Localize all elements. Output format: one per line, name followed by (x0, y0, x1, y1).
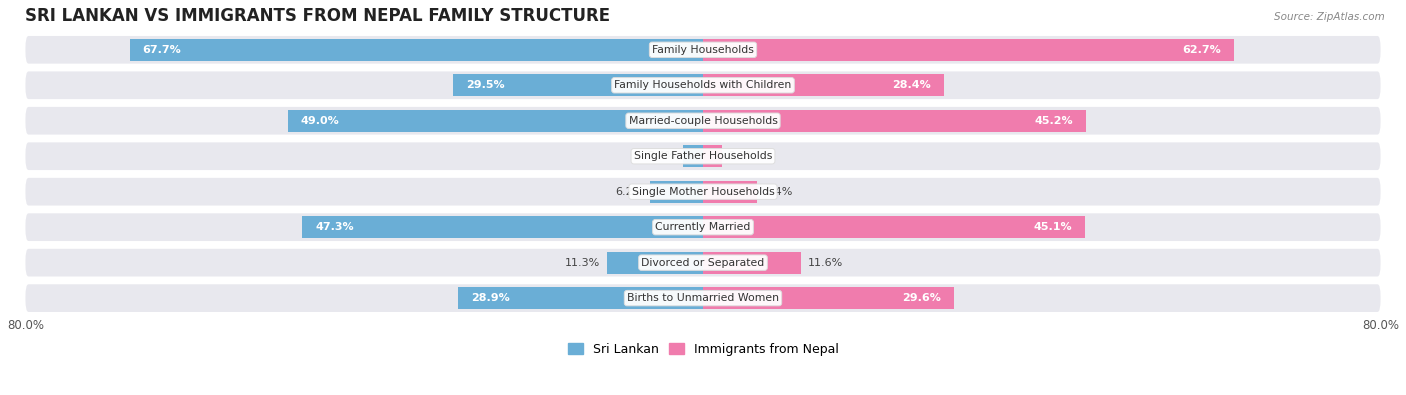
Text: 2.2%: 2.2% (728, 151, 756, 161)
Bar (458, 287, 703, 309)
Bar (703, 252, 801, 274)
Text: Family Households: Family Households (652, 45, 754, 55)
Bar (703, 110, 1085, 132)
Text: 67.7%: 67.7% (142, 45, 181, 55)
Bar (607, 252, 703, 274)
FancyBboxPatch shape (25, 71, 1381, 99)
Bar (453, 74, 703, 96)
Text: 28.4%: 28.4% (891, 80, 931, 90)
Text: 11.6%: 11.6% (808, 258, 844, 268)
Bar (683, 145, 703, 167)
FancyBboxPatch shape (25, 249, 1381, 276)
Text: 62.7%: 62.7% (1182, 45, 1222, 55)
Text: 6.4%: 6.4% (763, 187, 793, 197)
Text: 6.2%: 6.2% (616, 187, 644, 197)
Text: Source: ZipAtlas.com: Source: ZipAtlas.com (1274, 12, 1385, 22)
Text: Single Mother Households: Single Mother Households (631, 187, 775, 197)
Bar (703, 181, 758, 203)
Text: Single Father Households: Single Father Households (634, 151, 772, 161)
Text: 29.6%: 29.6% (903, 293, 941, 303)
FancyBboxPatch shape (25, 178, 1381, 205)
Text: Married-couple Households: Married-couple Households (628, 116, 778, 126)
Text: SRI LANKAN VS IMMIGRANTS FROM NEPAL FAMILY STRUCTURE: SRI LANKAN VS IMMIGRANTS FROM NEPAL FAMI… (25, 7, 610, 25)
Bar (302, 216, 703, 238)
Bar (703, 145, 721, 167)
Text: 11.3%: 11.3% (565, 258, 600, 268)
Text: 45.2%: 45.2% (1035, 116, 1073, 126)
FancyBboxPatch shape (25, 213, 1381, 241)
Bar (703, 287, 953, 309)
Text: 47.3%: 47.3% (315, 222, 354, 232)
FancyBboxPatch shape (25, 36, 1381, 64)
Text: Family Households with Children: Family Households with Children (614, 80, 792, 90)
Text: 2.4%: 2.4% (647, 151, 676, 161)
Bar (703, 216, 1085, 238)
FancyBboxPatch shape (25, 142, 1381, 170)
Bar (129, 39, 703, 61)
Legend: Sri Lankan, Immigrants from Nepal: Sri Lankan, Immigrants from Nepal (562, 338, 844, 361)
Text: 45.1%: 45.1% (1033, 222, 1073, 232)
FancyBboxPatch shape (25, 284, 1381, 312)
Bar (651, 181, 703, 203)
Bar (703, 74, 943, 96)
Bar (288, 110, 703, 132)
Text: Currently Married: Currently Married (655, 222, 751, 232)
FancyBboxPatch shape (25, 107, 1381, 135)
Text: 28.9%: 28.9% (471, 293, 510, 303)
Text: 29.5%: 29.5% (465, 80, 505, 90)
Text: Births to Unmarried Women: Births to Unmarried Women (627, 293, 779, 303)
Bar (703, 39, 1234, 61)
Text: Divorced or Separated: Divorced or Separated (641, 258, 765, 268)
Text: 49.0%: 49.0% (301, 116, 339, 126)
